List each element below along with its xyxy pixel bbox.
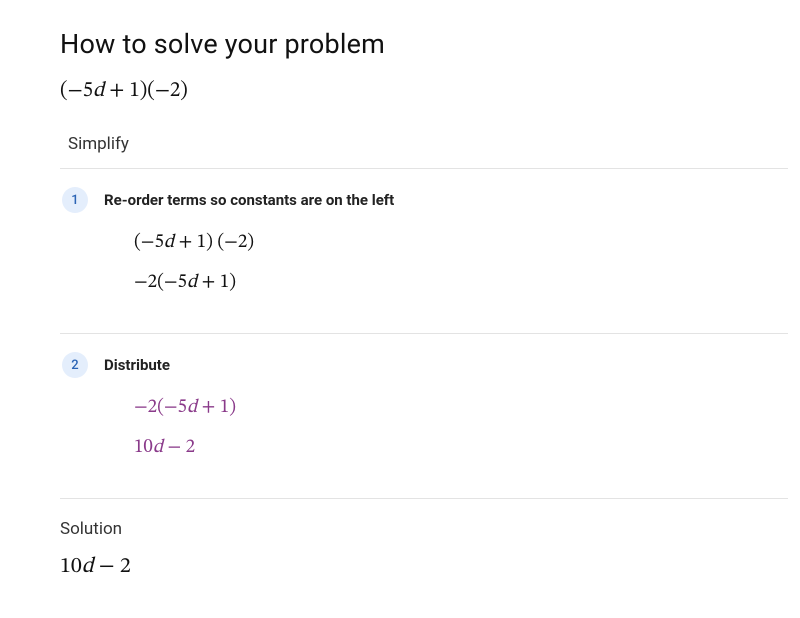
solution-step: 1 Re-order terms so constants are on the… bbox=[60, 169, 788, 333]
section-label-simplify: Simplify bbox=[68, 134, 788, 154]
step-header: 2 Distribute bbox=[60, 352, 788, 378]
page-title: How to solve your problem bbox=[60, 28, 788, 60]
step-header: 1 Re-order terms so constants are on the… bbox=[60, 187, 788, 213]
step-number-badge: 1 bbox=[62, 187, 88, 213]
math-expression: (−5d + 1) (−2) bbox=[134, 231, 788, 255]
solution-expression: 10d − 2 bbox=[60, 553, 788, 581]
solution-step: 2 Distribute −2(−5d + 1) 10d − 2 bbox=[60, 334, 788, 498]
page-root: How to solve your problem (−5d + 1)(−2) … bbox=[0, 0, 800, 601]
problem-expression: (−5d + 1)(−2) bbox=[60, 78, 788, 104]
math-expression-highlighted: −2(−5d + 1) bbox=[134, 396, 788, 420]
solution-label: Solution bbox=[60, 519, 788, 539]
step-number-badge: 2 bbox=[62, 352, 88, 378]
divider bbox=[60, 498, 788, 499]
math-expression-highlighted: 10d − 2 bbox=[134, 436, 788, 460]
math-expression: −2(−5d + 1) bbox=[134, 271, 788, 295]
step-title: Distribute bbox=[104, 356, 170, 374]
step-title: Re-order terms so constants are on the l… bbox=[104, 191, 394, 209]
